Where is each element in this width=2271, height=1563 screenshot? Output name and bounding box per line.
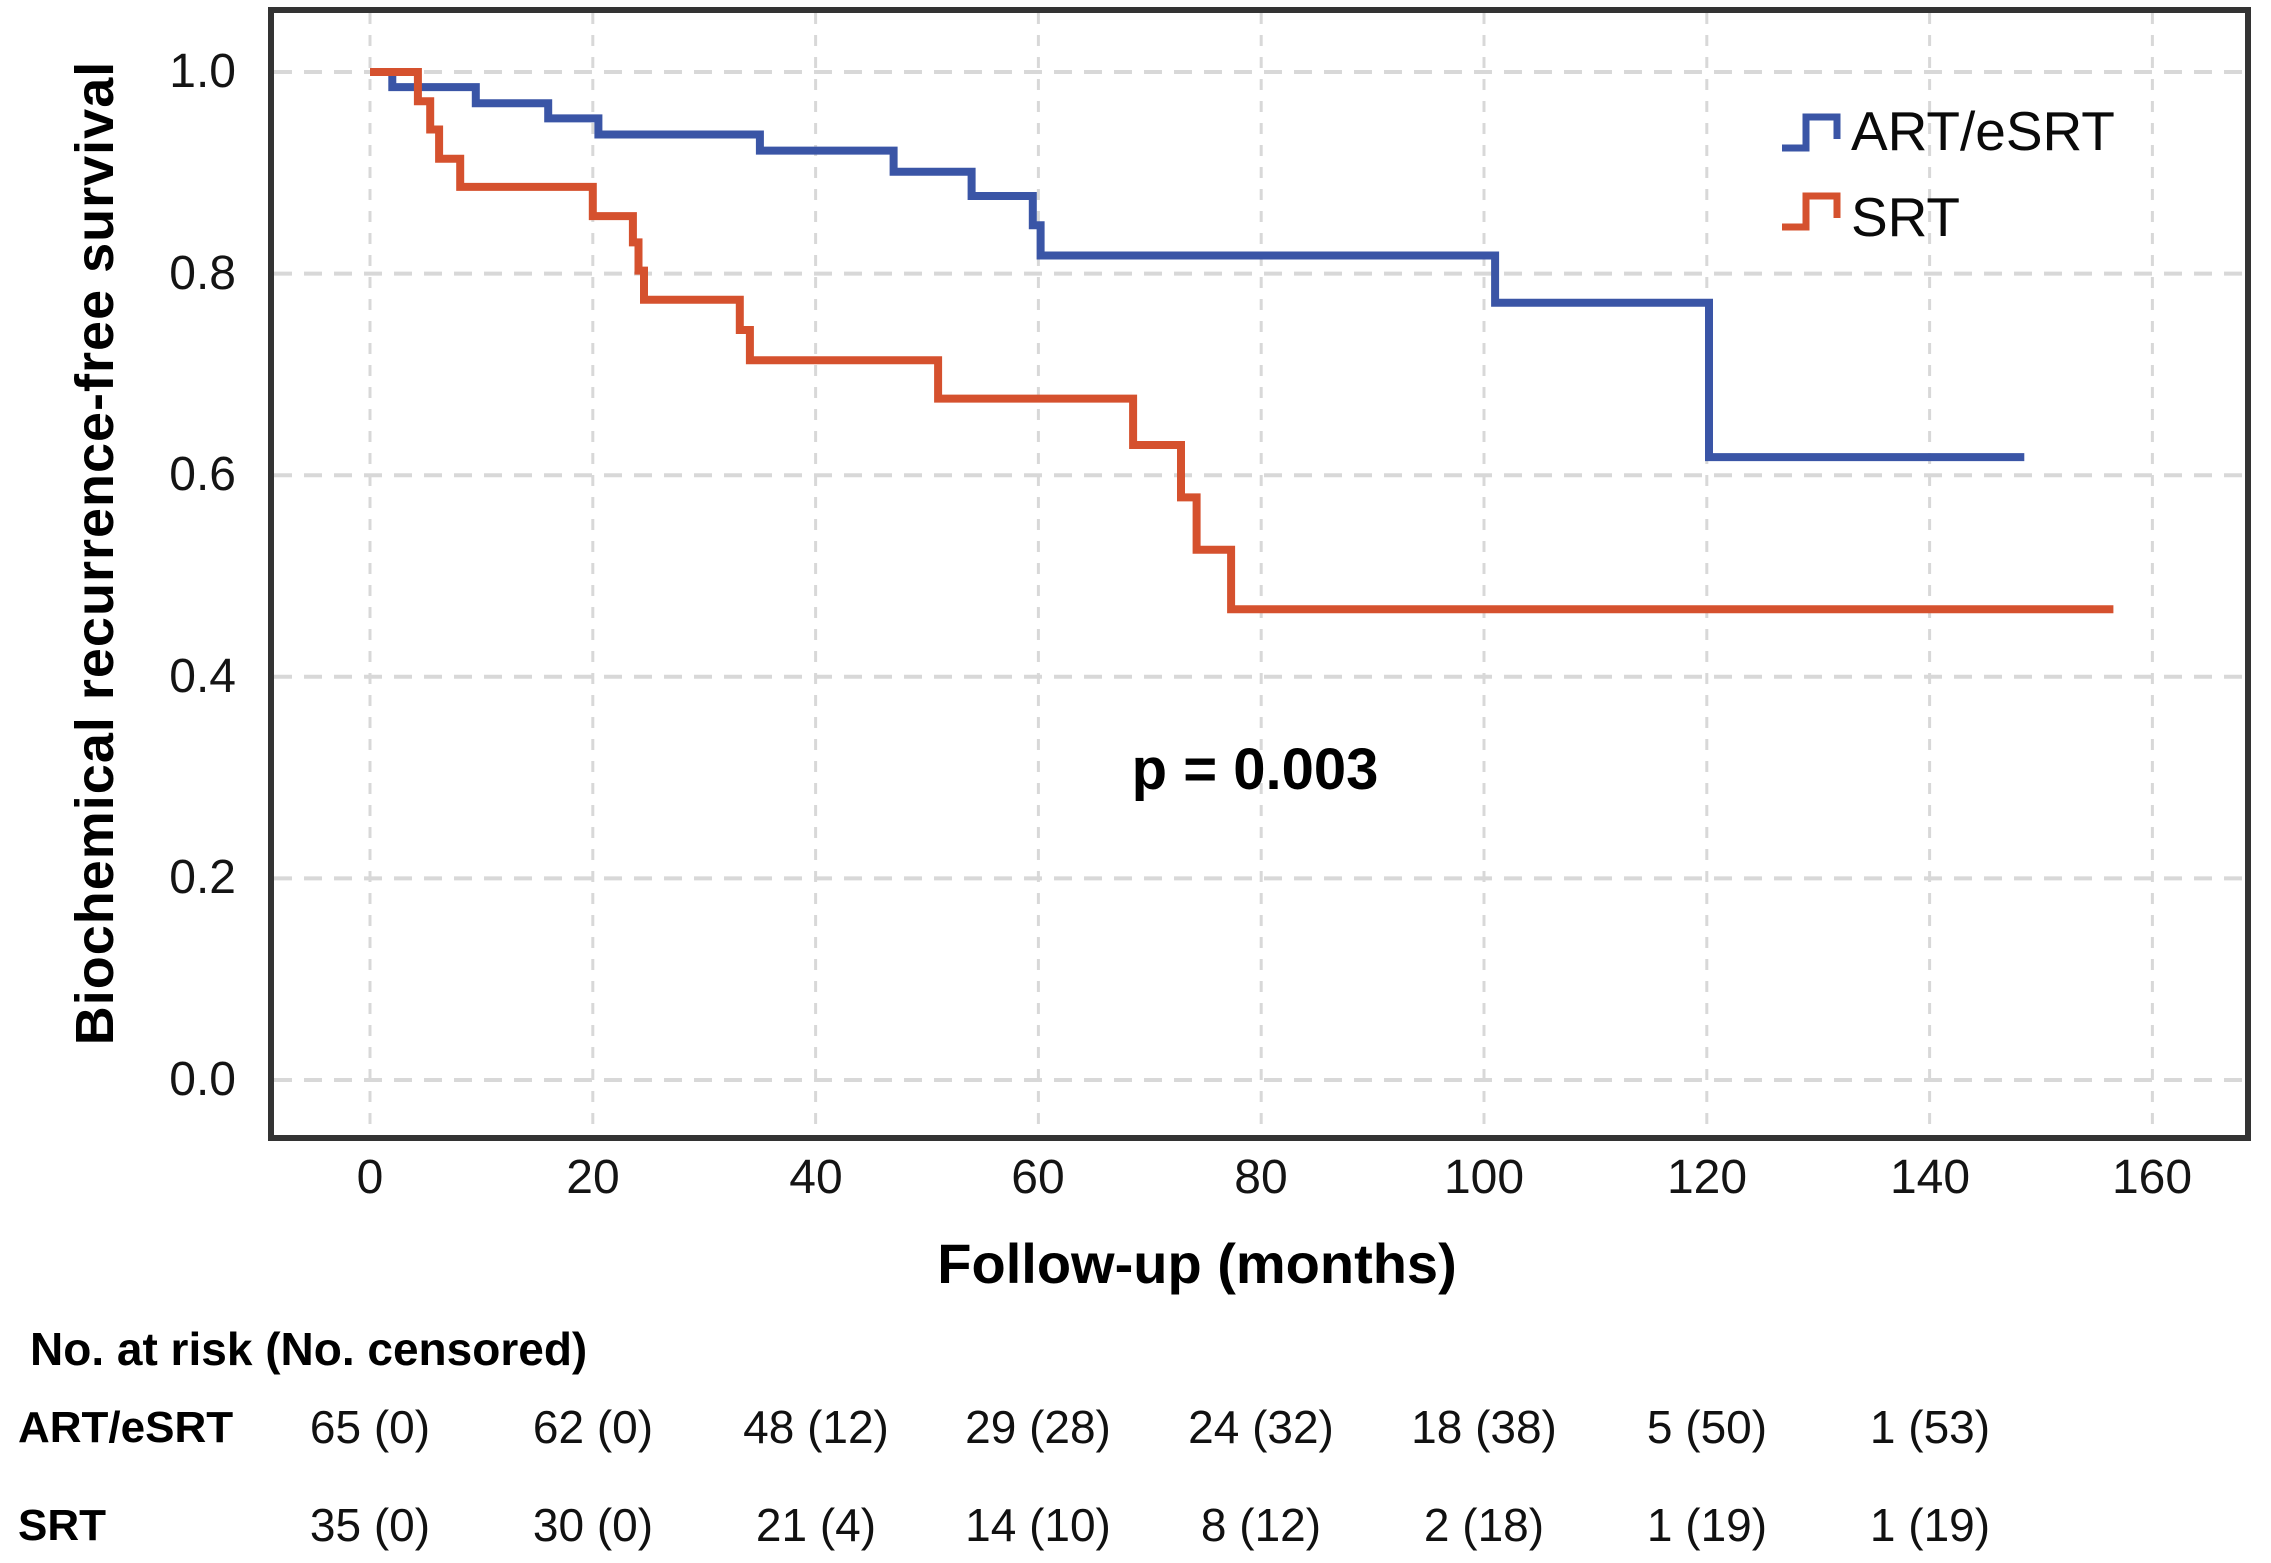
x-tick-label: 120 bbox=[1666, 1151, 1748, 1204]
y-tick-label: 0.6 bbox=[169, 448, 236, 501]
legend-swatch-art-esrt bbox=[1782, 113, 1841, 152]
risk-cell: 29 (28) bbox=[965, 1401, 1111, 1453]
legend-swatches bbox=[1782, 113, 1841, 231]
risk-cell: 1 (19) bbox=[1646, 1499, 1768, 1551]
plot-frame bbox=[268, 7, 2251, 1141]
legend-label-srt: SRT bbox=[1851, 186, 1961, 248]
y-tick-label: 0.8 bbox=[169, 247, 236, 300]
x-tick-label: 20 bbox=[566, 1151, 620, 1204]
x-tick-label: 160 bbox=[2111, 1151, 2193, 1204]
risk-cell: 1 (53) bbox=[1869, 1401, 1991, 1453]
risk-cell: 30 (0) bbox=[532, 1499, 654, 1551]
risk-row-label-art-esrt: ART/eSRT bbox=[18, 1403, 234, 1452]
risk-cell: 2 (18) bbox=[1423, 1499, 1545, 1551]
risk-cell: 18 (38) bbox=[1411, 1401, 1557, 1453]
risk-cell: 8 (12) bbox=[1200, 1499, 1322, 1551]
risk-cell: 5 (50) bbox=[1646, 1401, 1768, 1453]
risk-cell: 24 (32) bbox=[1188, 1401, 1334, 1453]
grid-layer bbox=[274, 13, 2246, 1135]
risk-cell: 62 (0) bbox=[532, 1401, 654, 1453]
risk-table-header: No. at risk (No. censored) bbox=[30, 1323, 588, 1375]
km-curve-srt bbox=[370, 68, 2114, 614]
x-tick-label: 80 bbox=[1234, 1151, 1288, 1204]
risk-cell: 21 (4) bbox=[755, 1499, 877, 1551]
x-tick-label: 140 bbox=[1889, 1151, 1971, 1204]
legend-label-art-esrt: ART/eSRT bbox=[1851, 100, 2115, 162]
risk-cell: 1 (19) bbox=[1869, 1499, 1991, 1551]
risk-cell: 48 (12) bbox=[743, 1401, 889, 1453]
risk-row-label-srt: SRT bbox=[18, 1501, 106, 1550]
y-tick-label: 1.0 bbox=[169, 45, 236, 98]
x-tick-label: 0 bbox=[356, 1151, 384, 1204]
y-tick-label: 0.0 bbox=[169, 1053, 236, 1106]
y-tick-label: 0.4 bbox=[169, 650, 236, 703]
risk-cell: 65 (0) bbox=[309, 1401, 431, 1453]
x-axis-title: Follow-up (months) bbox=[937, 1232, 1457, 1295]
km-curve-art-esrt bbox=[370, 68, 2025, 462]
risk-cell: 14 (10) bbox=[965, 1499, 1111, 1551]
legend-swatch-srt bbox=[1782, 192, 1841, 231]
x-tick-label: 100 bbox=[1443, 1151, 1525, 1204]
y-tick-label: 0.2 bbox=[169, 851, 236, 904]
p-value-annotation: p = 0.003 bbox=[1131, 737, 1379, 802]
x-tick-label: 40 bbox=[789, 1151, 843, 1204]
km-curves bbox=[370, 68, 2114, 614]
x-tick-label: 60 bbox=[1011, 1151, 1065, 1204]
risk-cell: 35 (0) bbox=[309, 1499, 431, 1551]
